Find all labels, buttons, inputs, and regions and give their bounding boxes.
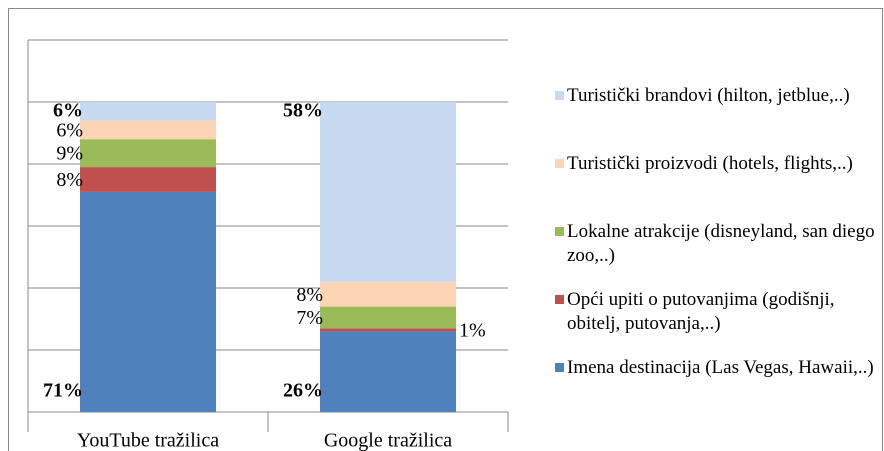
legend-swatch (555, 363, 564, 372)
bar-segment (80, 120, 216, 140)
bar-segment (320, 331, 456, 412)
legend-item: Lokalne atrakcije (disneyland, san diego… (555, 220, 877, 268)
x-tick-label: Google tražilica (324, 430, 452, 451)
data-label: 7% (296, 307, 323, 329)
legend-swatch (555, 91, 564, 100)
bar-segment (320, 102, 456, 282)
bar-segment (80, 102, 216, 121)
data-label: 26% (283, 380, 323, 402)
data-label: 8% (56, 169, 83, 191)
data-label: 6% (56, 119, 83, 141)
bar-segment (80, 139, 216, 168)
data-label: 6% (53, 100, 83, 122)
legend-swatch (555, 159, 564, 168)
legend-label: Opći upiti o putovanjima (godišnji, obit… (567, 289, 835, 334)
legend-label: Turistički brandovi (hilton, jetblue,..) (567, 85, 850, 106)
legend-item: Imena destinacija (Las Vegas, Hawaii,..) (555, 356, 877, 380)
data-label: 9% (56, 143, 83, 165)
legend-item: Turistički proizvodi (hotels, flights,..… (555, 152, 877, 176)
chart-border (8, 8, 883, 451)
bar-segment (320, 281, 456, 307)
bar-segment (80, 167, 216, 192)
data-label: 8% (296, 284, 323, 306)
data-label: 1% (459, 319, 486, 341)
legend-label: Lokalne atrakcije (disneyland, san diego… (567, 221, 875, 266)
legend-swatch (555, 295, 564, 304)
legend-item: Opći upiti o putovanjima (godišnji, obit… (555, 288, 877, 336)
data-label: 58% (283, 100, 323, 122)
legend-item: Turistički brandovi (hilton, jetblue,..) (555, 84, 877, 108)
legend-swatch (555, 227, 564, 236)
x-tick-label: YouTube tražilica (77, 430, 219, 451)
bar-segment (320, 328, 456, 332)
bar-segment (320, 306, 456, 329)
bar-segment (80, 191, 216, 412)
legend-label: Imena destinacija (Las Vegas, Hawaii,..) (567, 357, 874, 378)
legend-label: Turistički proizvodi (hotels, flights,..… (567, 153, 853, 174)
data-label: 71% (43, 380, 83, 402)
